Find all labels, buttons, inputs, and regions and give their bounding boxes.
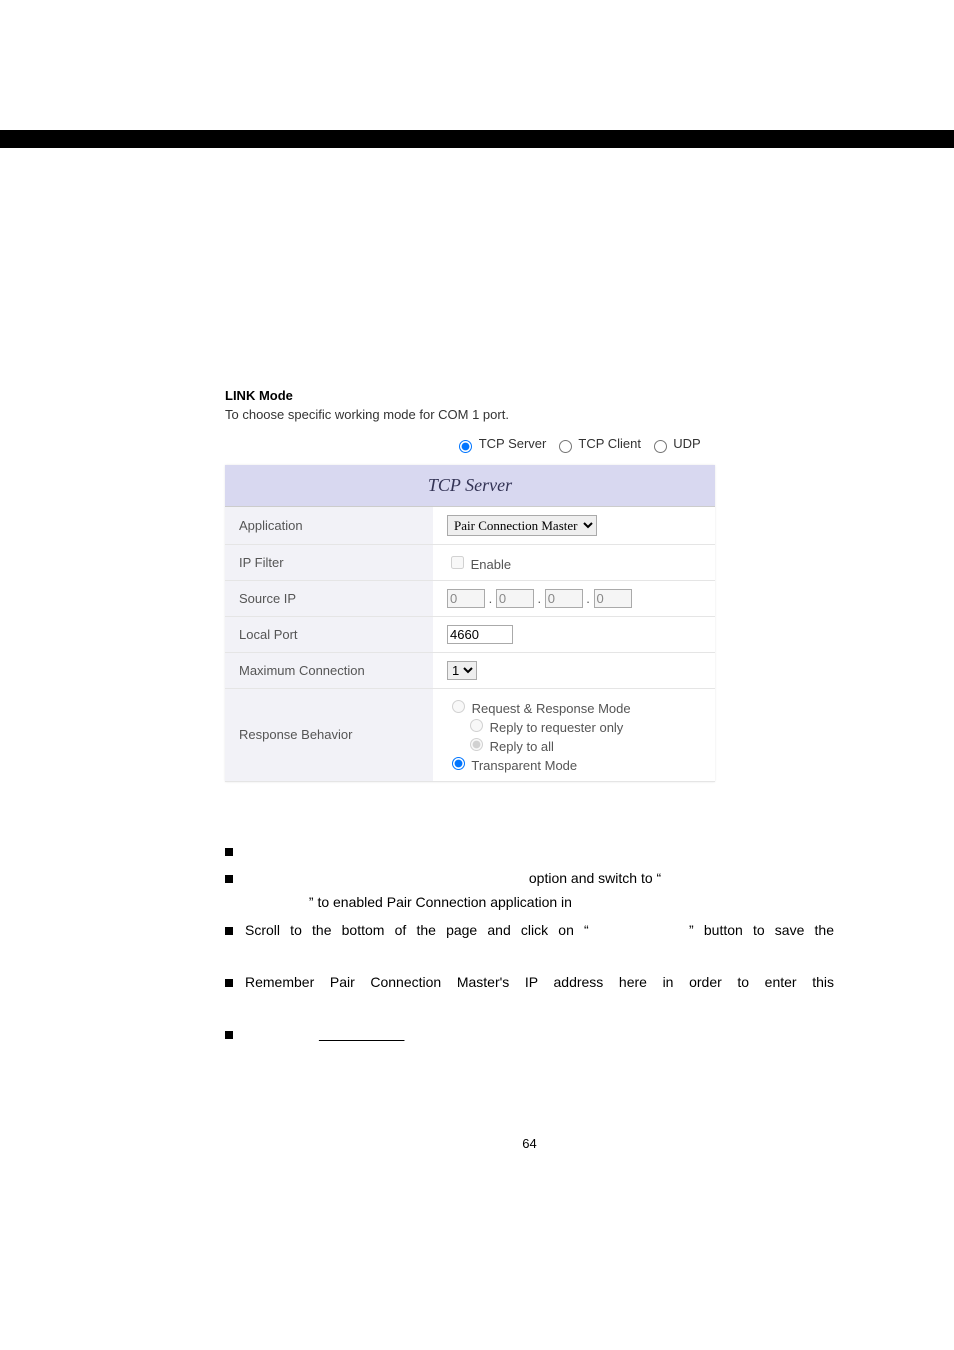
bullet-1 (225, 840, 834, 864)
source-ip-3[interactable] (545, 589, 583, 608)
bullet-3-cont (225, 947, 834, 967)
local-port-input[interactable] (447, 625, 513, 644)
local-port-label: Local Port (225, 616, 433, 652)
transparent-mode-text: Transparent Mode (471, 758, 577, 773)
square-bullet-icon (225, 848, 233, 856)
source-ip-4[interactable] (594, 589, 632, 608)
square-bullet-icon (225, 979, 233, 987)
bullet-3-text: Scroll to the bottom of the page and cli… (245, 919, 834, 943)
ip-filter-label: IP Filter (225, 544, 433, 580)
square-bullet-icon (225, 927, 233, 935)
ip-filter-checkbox[interactable] (451, 556, 464, 569)
bullet-2a: option and switch to “ (529, 870, 661, 886)
tcp-server-radio-text: TCP Server (479, 436, 547, 451)
bullet-3b: ” button to save the (689, 922, 834, 938)
bullet-2: option and switch to “ ” to enabled Pair… (225, 867, 834, 915)
bullet-5-link[interactable] (319, 1026, 405, 1042)
max-connection-label: Maximum Connection (225, 652, 433, 688)
tcp-client-radio-text: TCP Client (578, 436, 641, 451)
application-select[interactable]: Pair Connection Master (447, 515, 597, 536)
link-mode-heading: LINK Mode (225, 388, 834, 403)
mode-radio-group: TCP Server TCP Client UDP (225, 436, 834, 453)
page-number: 64 (225, 1136, 834, 1151)
bullet-4-cont (225, 999, 834, 1019)
bullet-2-text: option and switch to “ ” to enabled Pair… (245, 867, 834, 915)
bullet-3a: Scroll to the bottom of the page and cli… (245, 922, 589, 938)
request-response-mode-text: Request & Response Mode (472, 701, 631, 716)
reply-to-all-radio[interactable] (470, 738, 483, 751)
transparent-mode-radio[interactable] (452, 757, 465, 770)
udp-radio-label[interactable]: UDP (649, 436, 701, 451)
response-behavior-value: Request & Response Mode Reply to request… (433, 688, 715, 781)
bullet-2b: ” to enabled Pair Connection application… (309, 894, 572, 910)
bullet-list: option and switch to “ ” to enabled Pair… (225, 840, 834, 1047)
udp-radio-text: UDP (673, 436, 700, 451)
tcp-client-radio[interactable] (559, 440, 572, 453)
source-ip-value: . . . (433, 580, 715, 616)
bullet-4-text: Remember Pair Connection Master's IP add… (245, 971, 834, 995)
reply-to-all-text: Reply to all (490, 739, 554, 754)
bullet-3: Scroll to the bottom of the page and cli… (225, 919, 834, 943)
request-response-mode-radio[interactable] (452, 700, 465, 713)
udp-radio[interactable] (654, 440, 667, 453)
tcp-server-table-header: TCP Server (225, 465, 715, 507)
response-behavior-label: Response Behavior (225, 688, 433, 781)
bullet-5-text (245, 1023, 834, 1047)
transparent-mode-label[interactable]: Transparent Mode (447, 758, 577, 773)
bullet-5 (225, 1023, 834, 1047)
square-bullet-icon (225, 1031, 233, 1039)
tcp-client-radio-label[interactable]: TCP Client (554, 436, 645, 451)
ip-filter-enable-label[interactable]: Enable (447, 557, 511, 572)
square-bullet-icon (225, 875, 233, 883)
application-label: Application (225, 506, 433, 544)
link-mode-subtitle: To choose specific working mode for COM … (225, 407, 834, 422)
bullet-4: Remember Pair Connection Master's IP add… (225, 971, 834, 995)
ip-filter-enable-text: Enable (471, 557, 511, 572)
reply-to-all-label[interactable]: Reply to all (465, 739, 554, 754)
header-bar (0, 130, 954, 148)
tcp-server-table: TCP Server Application Pair Connection M… (225, 465, 715, 782)
source-ip-label: Source IP (225, 580, 433, 616)
source-ip-2[interactable] (496, 589, 534, 608)
tcp-server-radio[interactable] (459, 440, 472, 453)
reply-requester-only-radio[interactable] (470, 719, 483, 732)
request-response-mode-label[interactable]: Request & Response Mode (447, 701, 631, 716)
reply-requester-only-label[interactable]: Reply to requester only (465, 720, 623, 735)
tcp-server-radio-label[interactable]: TCP Server (454, 436, 550, 451)
reply-requester-only-text: Reply to requester only (490, 720, 624, 735)
source-ip-1[interactable] (447, 589, 485, 608)
max-connection-select[interactable]: 1 (447, 661, 477, 680)
bullet-1-text (245, 840, 834, 864)
